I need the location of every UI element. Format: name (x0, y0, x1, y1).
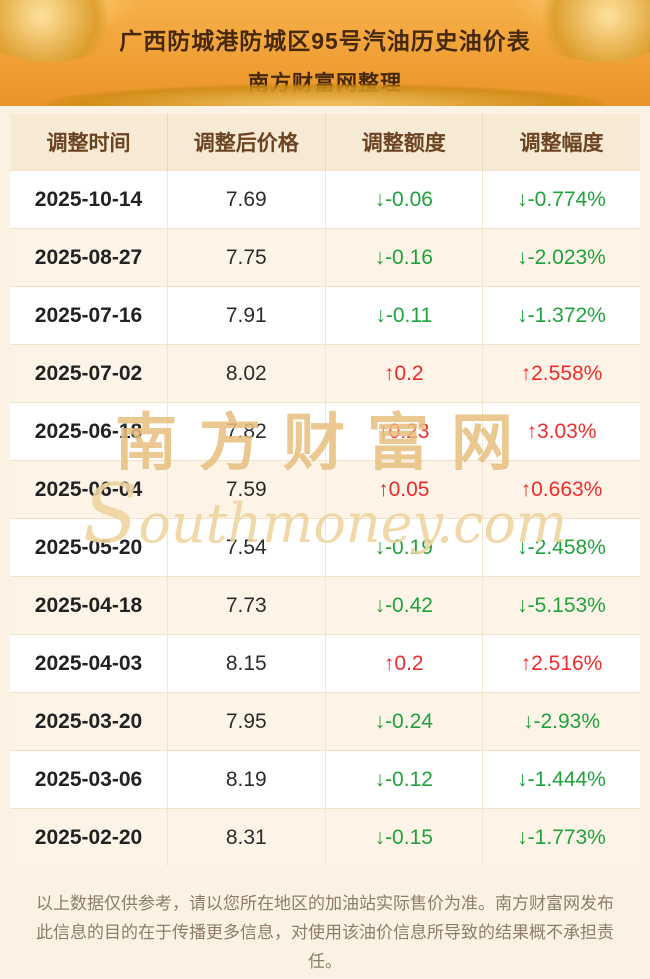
cell-price: 7.73 (167, 576, 325, 635)
cell-change: ↑0.05 (324, 460, 483, 519)
cell-date: 2025-05-20 (10, 518, 168, 577)
cell-price: 8.31 (167, 808, 325, 866)
table-row: 2025-06-04 7.59 ↑0.05 ↑0.663% (10, 460, 640, 519)
cell-change: ↓-0.11 (324, 286, 483, 345)
cell-date: 2025-03-20 (10, 692, 168, 751)
cell-change: ↑0.2 (324, 344, 483, 403)
cell-change: ↓-0.06 (324, 170, 483, 229)
cell-percent: ↑2.516% (482, 634, 640, 693)
cell-percent: ↓-2.458% (482, 518, 640, 577)
column-header-price: 调整后价格 (167, 114, 325, 171)
cell-date: 2025-04-18 (10, 576, 168, 635)
table-header-row: 调整时间 调整后价格 调整额度 调整幅度 (10, 114, 640, 171)
cell-date: 2025-10-14 (10, 170, 168, 229)
disclaimer-text: 以上数据仅供参考，请以您所在地区的加油站实际售价为准。南方财富网发布此信息的目的… (36, 894, 614, 971)
cell-price: 7.54 (167, 518, 325, 577)
table-row: 2025-04-03 8.15 ↑0.2 ↑2.516% (10, 634, 640, 693)
cell-change: ↓-0.12 (324, 750, 483, 809)
cell-change: ↑0.2 (324, 634, 483, 693)
price-table-body: 2025-10-14 7.69 ↓-0.06 ↓-0.774% 2025-08-… (10, 170, 640, 866)
cell-percent: ↑2.558% (482, 344, 640, 403)
cell-price: 8.15 (167, 634, 325, 693)
cell-percent: ↓-5.153% (482, 576, 640, 635)
cell-percent: ↓-1.372% (482, 286, 640, 345)
table-row: 2025-06-18 7.82 ↑0.23 ↑3.03% (10, 402, 640, 461)
table-row: 2025-10-14 7.69 ↓-0.06 ↓-0.774% (10, 170, 640, 229)
cell-price: 8.02 (167, 344, 325, 403)
column-header-percent: 调整幅度 (482, 114, 640, 171)
cell-change: ↓-0.24 (324, 692, 483, 751)
cell-change: ↓-0.19 (324, 518, 483, 577)
cell-percent: ↓-1.773% (482, 808, 640, 866)
table-row: 2025-08-27 7.75 ↓-0.16 ↓-2.023% (10, 228, 640, 287)
cell-date: 2025-07-02 (10, 344, 168, 403)
cell-price: 7.59 (167, 460, 325, 519)
cell-percent: ↓-2.93% (482, 692, 640, 751)
cell-date: 2025-07-16 (10, 286, 168, 345)
cell-percent: ↓-1.444% (482, 750, 640, 809)
cell-price: 7.82 (167, 402, 325, 461)
cell-price: 7.91 (167, 286, 325, 345)
cell-date: 2025-03-06 (10, 750, 168, 809)
table-row: 2025-04-18 7.73 ↓-0.42 ↓-5.153% (10, 576, 640, 635)
price-history-table: 调整时间 调整后价格 调整额度 调整幅度 2025-10-14 7.69 ↓-0… (10, 114, 640, 866)
cell-percent: ↓-2.023% (482, 228, 640, 287)
table-row: 2025-03-20 7.95 ↓-0.24 ↓-2.93% (10, 692, 640, 751)
cell-date: 2025-06-18 (10, 402, 168, 461)
cell-date: 2025-08-27 (10, 228, 168, 287)
cell-price: 8.19 (167, 750, 325, 809)
cell-change: ↓-0.15 (324, 808, 483, 866)
table-row: 2025-07-16 7.91 ↓-0.11 ↓-1.372% (10, 286, 640, 345)
page-title: 广西防城港防城区95号汽油历史油价表 (119, 28, 531, 54)
cell-date: 2025-02-20 (10, 808, 168, 866)
table-row: 2025-05-20 7.54 ↓-0.19 ↓-2.458% (10, 518, 640, 577)
cell-percent: ↑3.03% (482, 402, 640, 461)
cell-percent: ↑0.663% (482, 460, 640, 519)
cell-price: 7.75 (167, 228, 325, 287)
cell-price: 7.95 (167, 692, 325, 751)
header-banner: 广西防城港防城区95号汽油历史油价表 南方财富网整理 (0, 0, 650, 106)
cell-change: ↓-0.42 (324, 576, 483, 635)
table-header: 调整时间 调整后价格 调整额度 调整幅度 (10, 114, 640, 171)
cell-change: ↑0.23 (324, 402, 483, 461)
cell-change: ↓-0.16 (324, 228, 483, 287)
cell-percent: ↓-0.774% (482, 170, 640, 229)
cell-price: 7.69 (167, 170, 325, 229)
table-row: 2025-02-20 8.31 ↓-0.15 ↓-1.773% (10, 808, 640, 866)
page-subtitle: 南方财富网整理 (248, 72, 402, 95)
cell-date: 2025-06-04 (10, 460, 168, 519)
table-row: 2025-07-02 8.02 ↑0.2 ↑2.558% (10, 344, 640, 403)
column-header-change: 调整额度 (324, 114, 483, 171)
table-row: 2025-03-06 8.19 ↓-0.12 ↓-1.444% (10, 750, 640, 809)
column-header-date: 调整时间 (10, 114, 168, 171)
cell-date: 2025-04-03 (10, 634, 168, 693)
